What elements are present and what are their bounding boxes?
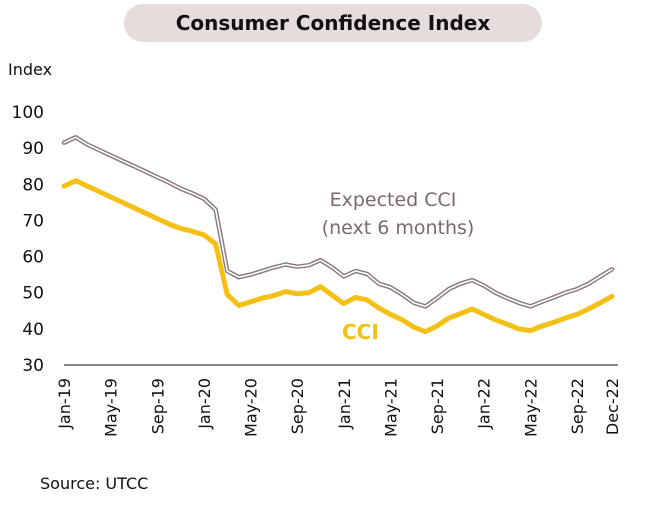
- x-tick-label: Sep-19: [148, 378, 167, 434]
- series-label-cci: CCI: [342, 320, 379, 344]
- x-tick-label: Sep-22: [568, 378, 587, 434]
- x-tick-label: Dec-22: [603, 378, 622, 435]
- y-tick-label: 40: [22, 320, 44, 340]
- x-tick-label: Sep-20: [288, 378, 307, 434]
- y-axis-label: Index: [8, 60, 53, 79]
- series-line-cci: [61, 178, 615, 335]
- x-tick-label: May-19: [102, 378, 121, 437]
- series-label-expected-cci: Expected CCI: [330, 189, 457, 211]
- y-tick-label: 90: [22, 139, 44, 159]
- x-tick-label: Sep-21: [428, 378, 447, 434]
- y-tick-label: 30: [22, 356, 44, 376]
- y-tick-label: 70: [22, 211, 44, 231]
- x-tick-label: Jan-21: [335, 378, 354, 430]
- y-tick-label: 60: [22, 248, 44, 268]
- chart-title: Consumer Confidence Index: [175, 11, 491, 35]
- y-tick-label: 100: [12, 103, 44, 123]
- chart-title-pill: Consumer Confidence Index: [124, 4, 542, 42]
- x-tick-label: May-22: [521, 378, 540, 437]
- x-tick-label: May-21: [381, 378, 400, 437]
- x-tick-label: May-20: [242, 378, 261, 437]
- y-tick-label: 80: [22, 175, 44, 195]
- series-line-expected-cci-inner: [63, 136, 613, 308]
- series-label-expected-cci-sub: (next 6 months): [322, 217, 475, 239]
- source-note: Source: UTCC: [40, 474, 149, 493]
- y-tick-label: 50: [22, 284, 44, 304]
- x-tick-label: Jan-22: [475, 378, 494, 430]
- x-tick-label: Jan-20: [195, 378, 214, 430]
- x-tick-label: Jan-19: [55, 378, 74, 430]
